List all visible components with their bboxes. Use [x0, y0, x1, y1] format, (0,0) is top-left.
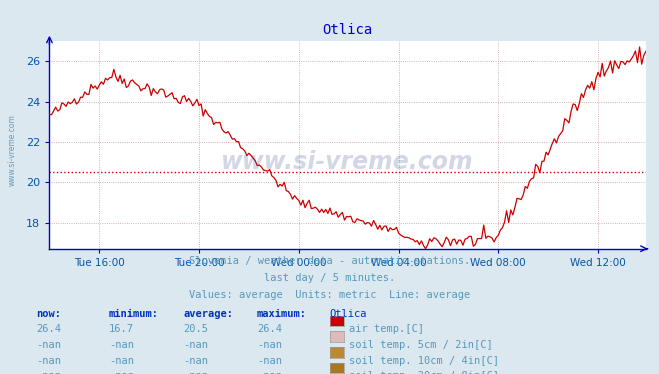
Text: -nan: -nan: [109, 371, 134, 374]
Text: -nan: -nan: [257, 356, 282, 366]
Text: 20.5: 20.5: [183, 324, 208, 334]
Text: -nan: -nan: [109, 340, 134, 350]
Text: -nan: -nan: [257, 340, 282, 350]
Text: -nan: -nan: [183, 340, 208, 350]
Text: 26.4: 26.4: [36, 324, 61, 334]
Text: -nan: -nan: [36, 371, 61, 374]
Text: Otlica: Otlica: [330, 309, 367, 319]
Text: minimum:: minimum:: [109, 309, 159, 319]
Text: maximum:: maximum:: [257, 309, 307, 319]
Text: 16.7: 16.7: [109, 324, 134, 334]
Text: www.si-vreme.com: www.si-vreme.com: [8, 114, 17, 186]
Text: average:: average:: [183, 309, 233, 319]
Text: -nan: -nan: [183, 356, 208, 366]
Text: -nan: -nan: [183, 371, 208, 374]
Text: -nan: -nan: [36, 356, 61, 366]
Text: -nan: -nan: [36, 340, 61, 350]
Text: soil temp. 5cm / 2in[C]: soil temp. 5cm / 2in[C]: [349, 340, 493, 350]
Text: www.si-vreme.com: www.si-vreme.com: [221, 150, 474, 174]
Text: Slovenia / weather data - automatic stations.: Slovenia / weather data - automatic stat…: [189, 256, 470, 266]
Text: air temp.[C]: air temp.[C]: [349, 324, 424, 334]
Text: soil temp. 10cm / 4in[C]: soil temp. 10cm / 4in[C]: [349, 356, 500, 366]
Text: now:: now:: [36, 309, 61, 319]
Text: -nan: -nan: [257, 371, 282, 374]
Text: -nan: -nan: [109, 356, 134, 366]
Text: Values: average  Units: metric  Line: average: Values: average Units: metric Line: aver…: [189, 290, 470, 300]
Text: 26.4: 26.4: [257, 324, 282, 334]
Text: last day / 5 minutes.: last day / 5 minutes.: [264, 273, 395, 283]
Text: soil temp. 20cm / 8in[C]: soil temp. 20cm / 8in[C]: [349, 371, 500, 374]
Title: Otlica: Otlica: [322, 23, 373, 37]
